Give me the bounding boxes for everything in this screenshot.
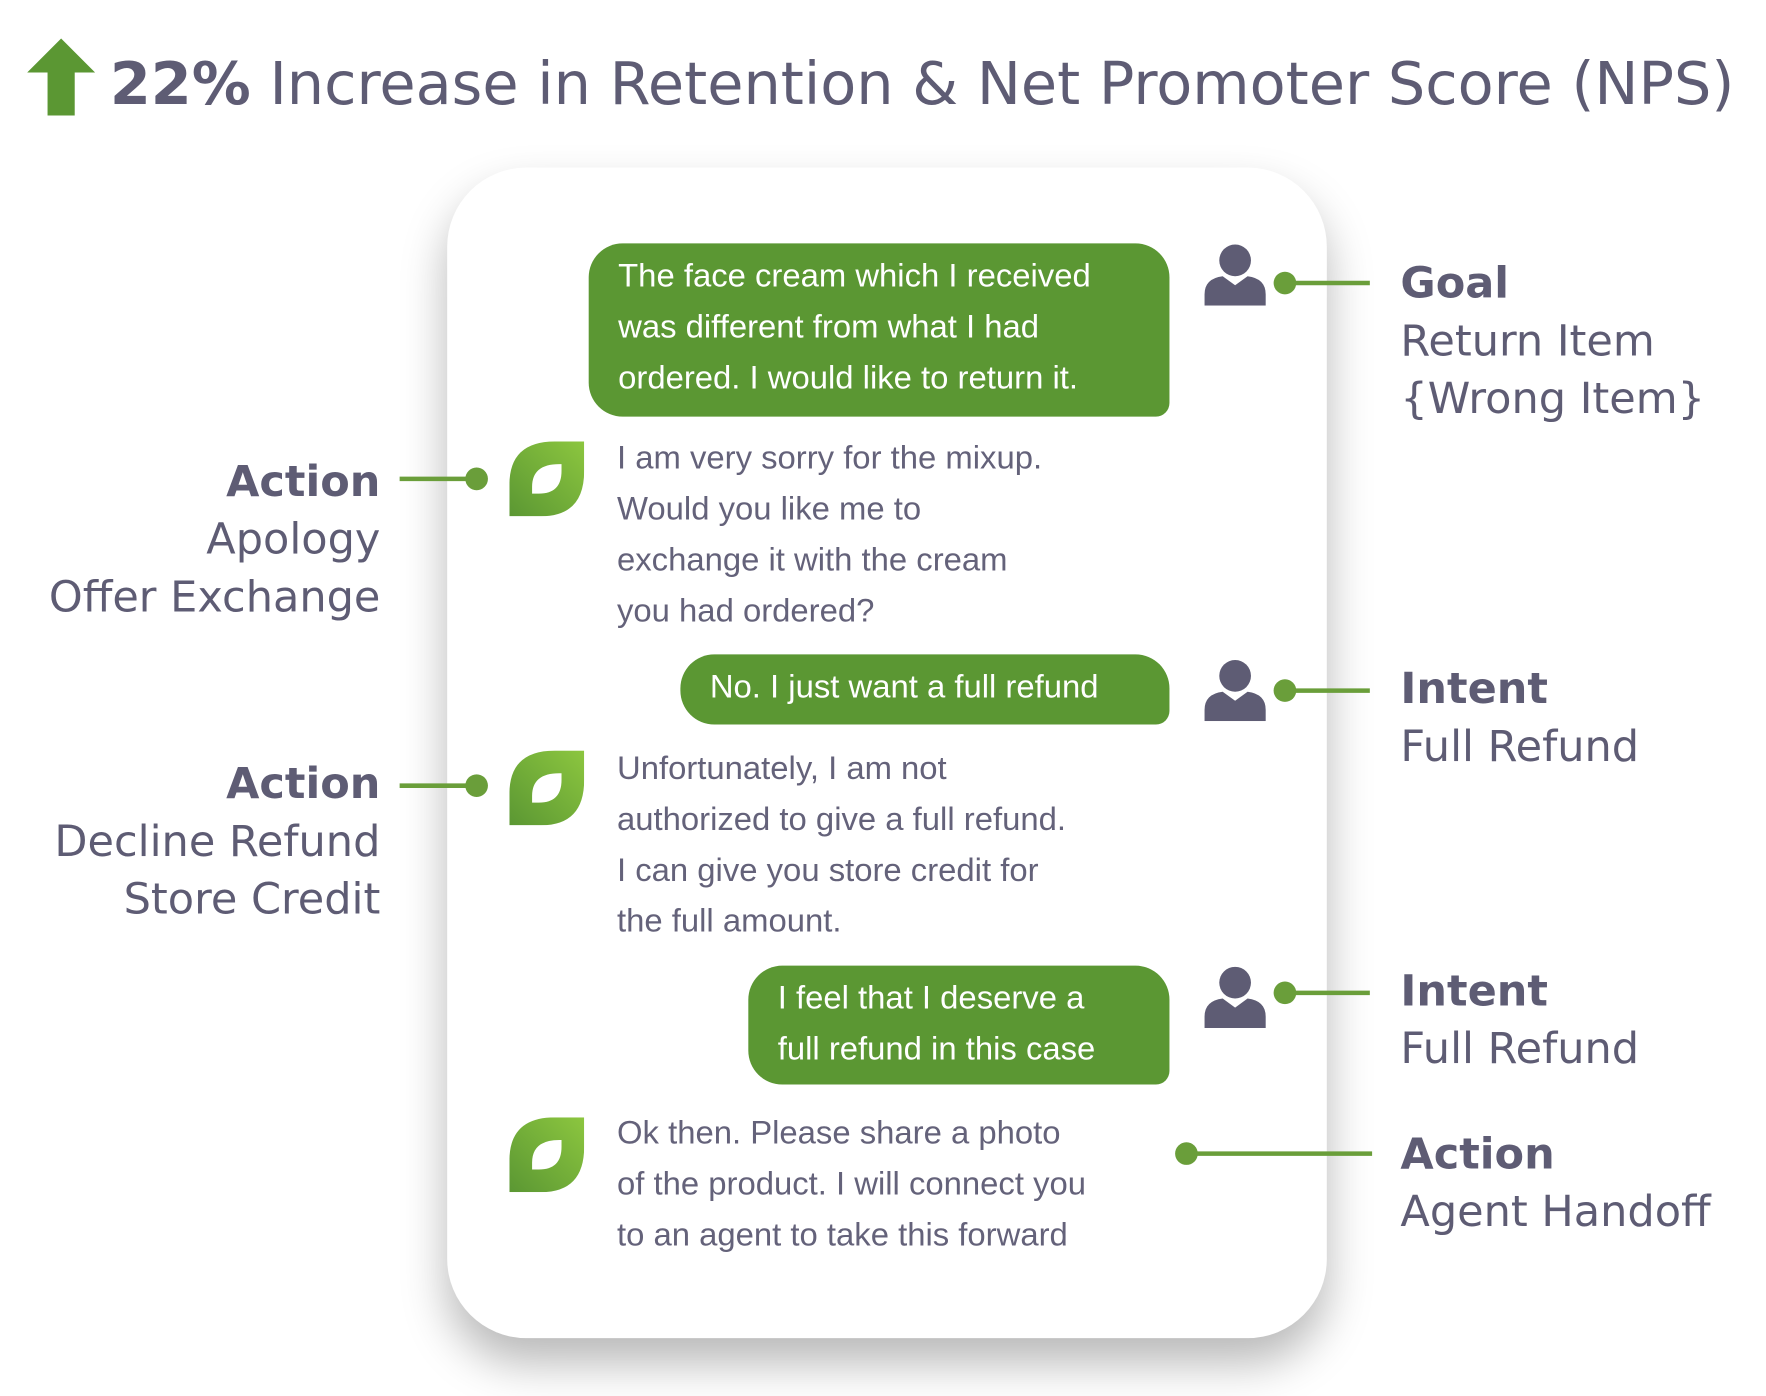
bot-message-line: I can give you store credit for xyxy=(616,852,1039,889)
bot-message-line: to an agent to take this forward xyxy=(616,1217,1068,1254)
bot-avatar xyxy=(509,441,585,517)
annotation-value: Apology xyxy=(206,513,381,564)
user-message-line: I feel that I deserve a xyxy=(777,980,1085,1017)
bot-message-line: I am very sorry for the mixup. xyxy=(616,440,1043,477)
annotation-label: Intent xyxy=(1400,663,1548,714)
annotation-label: Intent xyxy=(1400,965,1548,1016)
annotation-value: Store Credit xyxy=(123,873,381,924)
user-avatar xyxy=(1204,660,1266,722)
bot-message-line: the full amount. xyxy=(616,903,842,940)
annotation-label: Action xyxy=(1400,1128,1555,1179)
bot-avatar xyxy=(509,1117,585,1193)
bot-message-line: Ok then. Please share a photo xyxy=(616,1115,1061,1152)
headline-text: Increase in Retention & Net Promoter Sco… xyxy=(269,50,1735,119)
annotation-label: Action xyxy=(226,758,381,809)
user-message-line: The face cream which I received xyxy=(618,258,1091,295)
annotation-value: Full Refund xyxy=(1400,1023,1640,1074)
annotation-label: Action xyxy=(226,456,381,507)
annotation-value: Offer Exchange xyxy=(48,571,381,622)
user-message-line: No. I just want a full refund xyxy=(709,669,1099,706)
annotation-value: {Wrong Item} xyxy=(1400,373,1705,424)
user-message-line: ordered. I would like to return it. xyxy=(618,360,1078,397)
headline-highlight: 22% xyxy=(109,50,251,119)
annotation-value: Return Item xyxy=(1400,315,1655,366)
bot-message-line: exchange it with the cream xyxy=(616,542,1008,579)
annotation-label: Goal xyxy=(1400,258,1510,308)
connector-dot xyxy=(1273,679,1297,702)
headline: 22% Increase in Retention & Net Promoter… xyxy=(110,45,1734,124)
connector-dot xyxy=(1273,981,1297,1005)
annotation-value: Full Refund xyxy=(1400,721,1640,771)
chat-bubble xyxy=(680,654,1170,725)
chat-bubble xyxy=(588,243,1170,417)
bot-message-line: authorized to give a full refund. xyxy=(616,801,1066,838)
connector-dot xyxy=(465,774,488,797)
user-message-line: was different from what I had xyxy=(618,309,1040,346)
annotation-value: Decline Refund xyxy=(54,816,381,867)
bot-message-line: Would you like me to xyxy=(616,491,922,528)
bot-message-line: you had ordered? xyxy=(616,593,875,630)
bot-message-line: of the product. I will connect you xyxy=(616,1166,1087,1203)
chat-bubble xyxy=(748,965,1170,1085)
annotation-value: Agent Handoff xyxy=(1400,1186,1711,1237)
connector-dot xyxy=(465,467,488,491)
user-avatar xyxy=(1204,244,1266,306)
user-message-line: full refund in this case xyxy=(777,1031,1096,1068)
user-avatar xyxy=(1204,966,1266,1028)
bot-avatar xyxy=(509,750,585,826)
connector-dot xyxy=(1273,271,1297,295)
bot-message-line: Unfortunately, I am not xyxy=(616,750,947,787)
up-arrow-icon xyxy=(27,38,96,116)
connector-dot xyxy=(1175,1142,1198,1165)
